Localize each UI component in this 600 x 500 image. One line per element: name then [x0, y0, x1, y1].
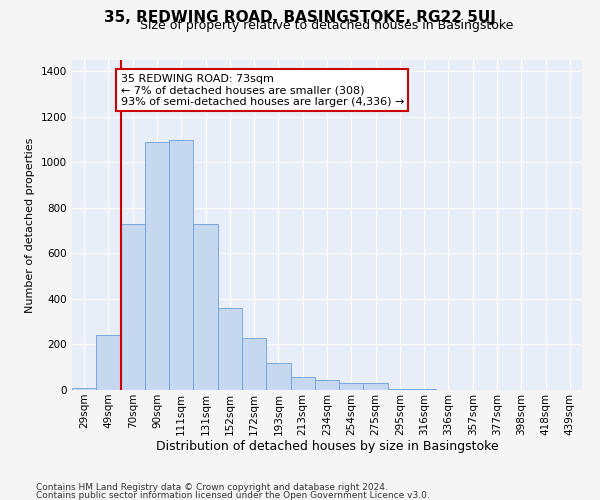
Bar: [121, 224, 145, 390]
Bar: [315, 380, 339, 390]
Text: 35 REDWING ROAD: 73sqm
← 7% of detached houses are smaller (308)
93% of semi-det: 35 REDWING ROAD: 73sqm ← 7% of detached …: [121, 74, 404, 107]
Bar: [242, 338, 266, 390]
Text: Contains HM Land Registry data © Crown copyright and database right 2024.: Contains HM Land Registry data © Crown c…: [36, 484, 388, 492]
Bar: [290, 378, 315, 390]
Y-axis label: Number of detached properties: Number of detached properties: [25, 138, 35, 312]
Bar: [339, 383, 364, 390]
Bar: [364, 383, 388, 390]
Bar: [388, 389, 412, 390]
Bar: [412, 389, 436, 390]
Text: Contains public sector information licensed under the Open Government Licence v3: Contains public sector information licen…: [36, 490, 430, 500]
X-axis label: Distribution of detached houses by size in Basingstoke: Distribution of detached houses by size …: [155, 440, 499, 454]
Bar: [169, 140, 193, 390]
Bar: [218, 308, 242, 390]
Bar: [145, 142, 169, 390]
Bar: [96, 336, 121, 390]
Bar: [193, 224, 218, 390]
Title: Size of property relative to detached houses in Basingstoke: Size of property relative to detached ho…: [140, 20, 514, 32]
Bar: [72, 388, 96, 390]
Bar: [266, 362, 290, 390]
Text: 35, REDWING ROAD, BASINGSTOKE, RG22 5UJ: 35, REDWING ROAD, BASINGSTOKE, RG22 5UJ: [104, 10, 496, 25]
